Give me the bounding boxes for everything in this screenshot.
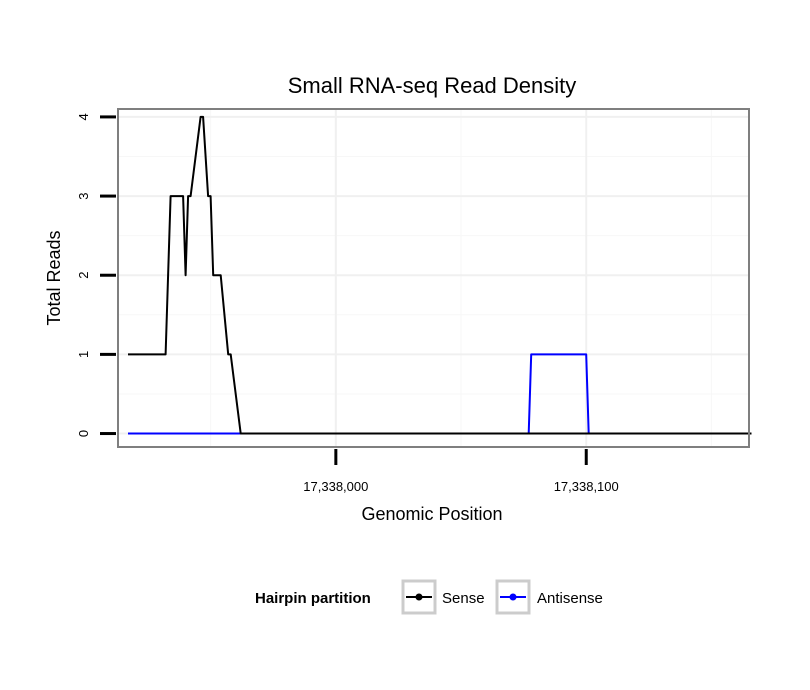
series-line-sense [128,115,752,435]
y-tick-label: 3 [76,192,91,199]
y-tick-label: 2 [76,272,91,279]
plot-border [117,108,750,448]
legend-label-antisense: Antisense [537,590,603,607]
y-tick-label: 0 [76,430,91,437]
grid-major [118,109,749,447]
series-layer [128,115,752,435]
chart-title: Small RNA-seq Read Density [288,73,577,98]
legend-point-sense [415,593,423,601]
y-axis-ticks: 0 1 2 3 4 [76,113,116,437]
legend-item-sense: Sense [401,579,485,615]
y-tick-label: 1 [76,351,91,358]
x-axis-title: Genomic Position [361,504,502,524]
legend-label-sense: Sense [442,590,485,607]
legend-item-antisense: Antisense [495,579,603,615]
y-axis-title: Total Reads [44,230,64,325]
legend-title: Hairpin partition [255,590,371,607]
x-axis-ticks: 17,338,000 17,338,100 [303,449,619,494]
legend-point-antisense [509,593,517,601]
grid-minor [118,109,749,447]
plot-background [118,109,749,447]
y-tick-label: 4 [76,113,91,120]
x-tick-label: 17,338,100 [554,479,619,494]
x-tick-label: 17,338,000 [303,479,368,494]
legend: Hairpin partition Sense Antisense [255,579,603,615]
